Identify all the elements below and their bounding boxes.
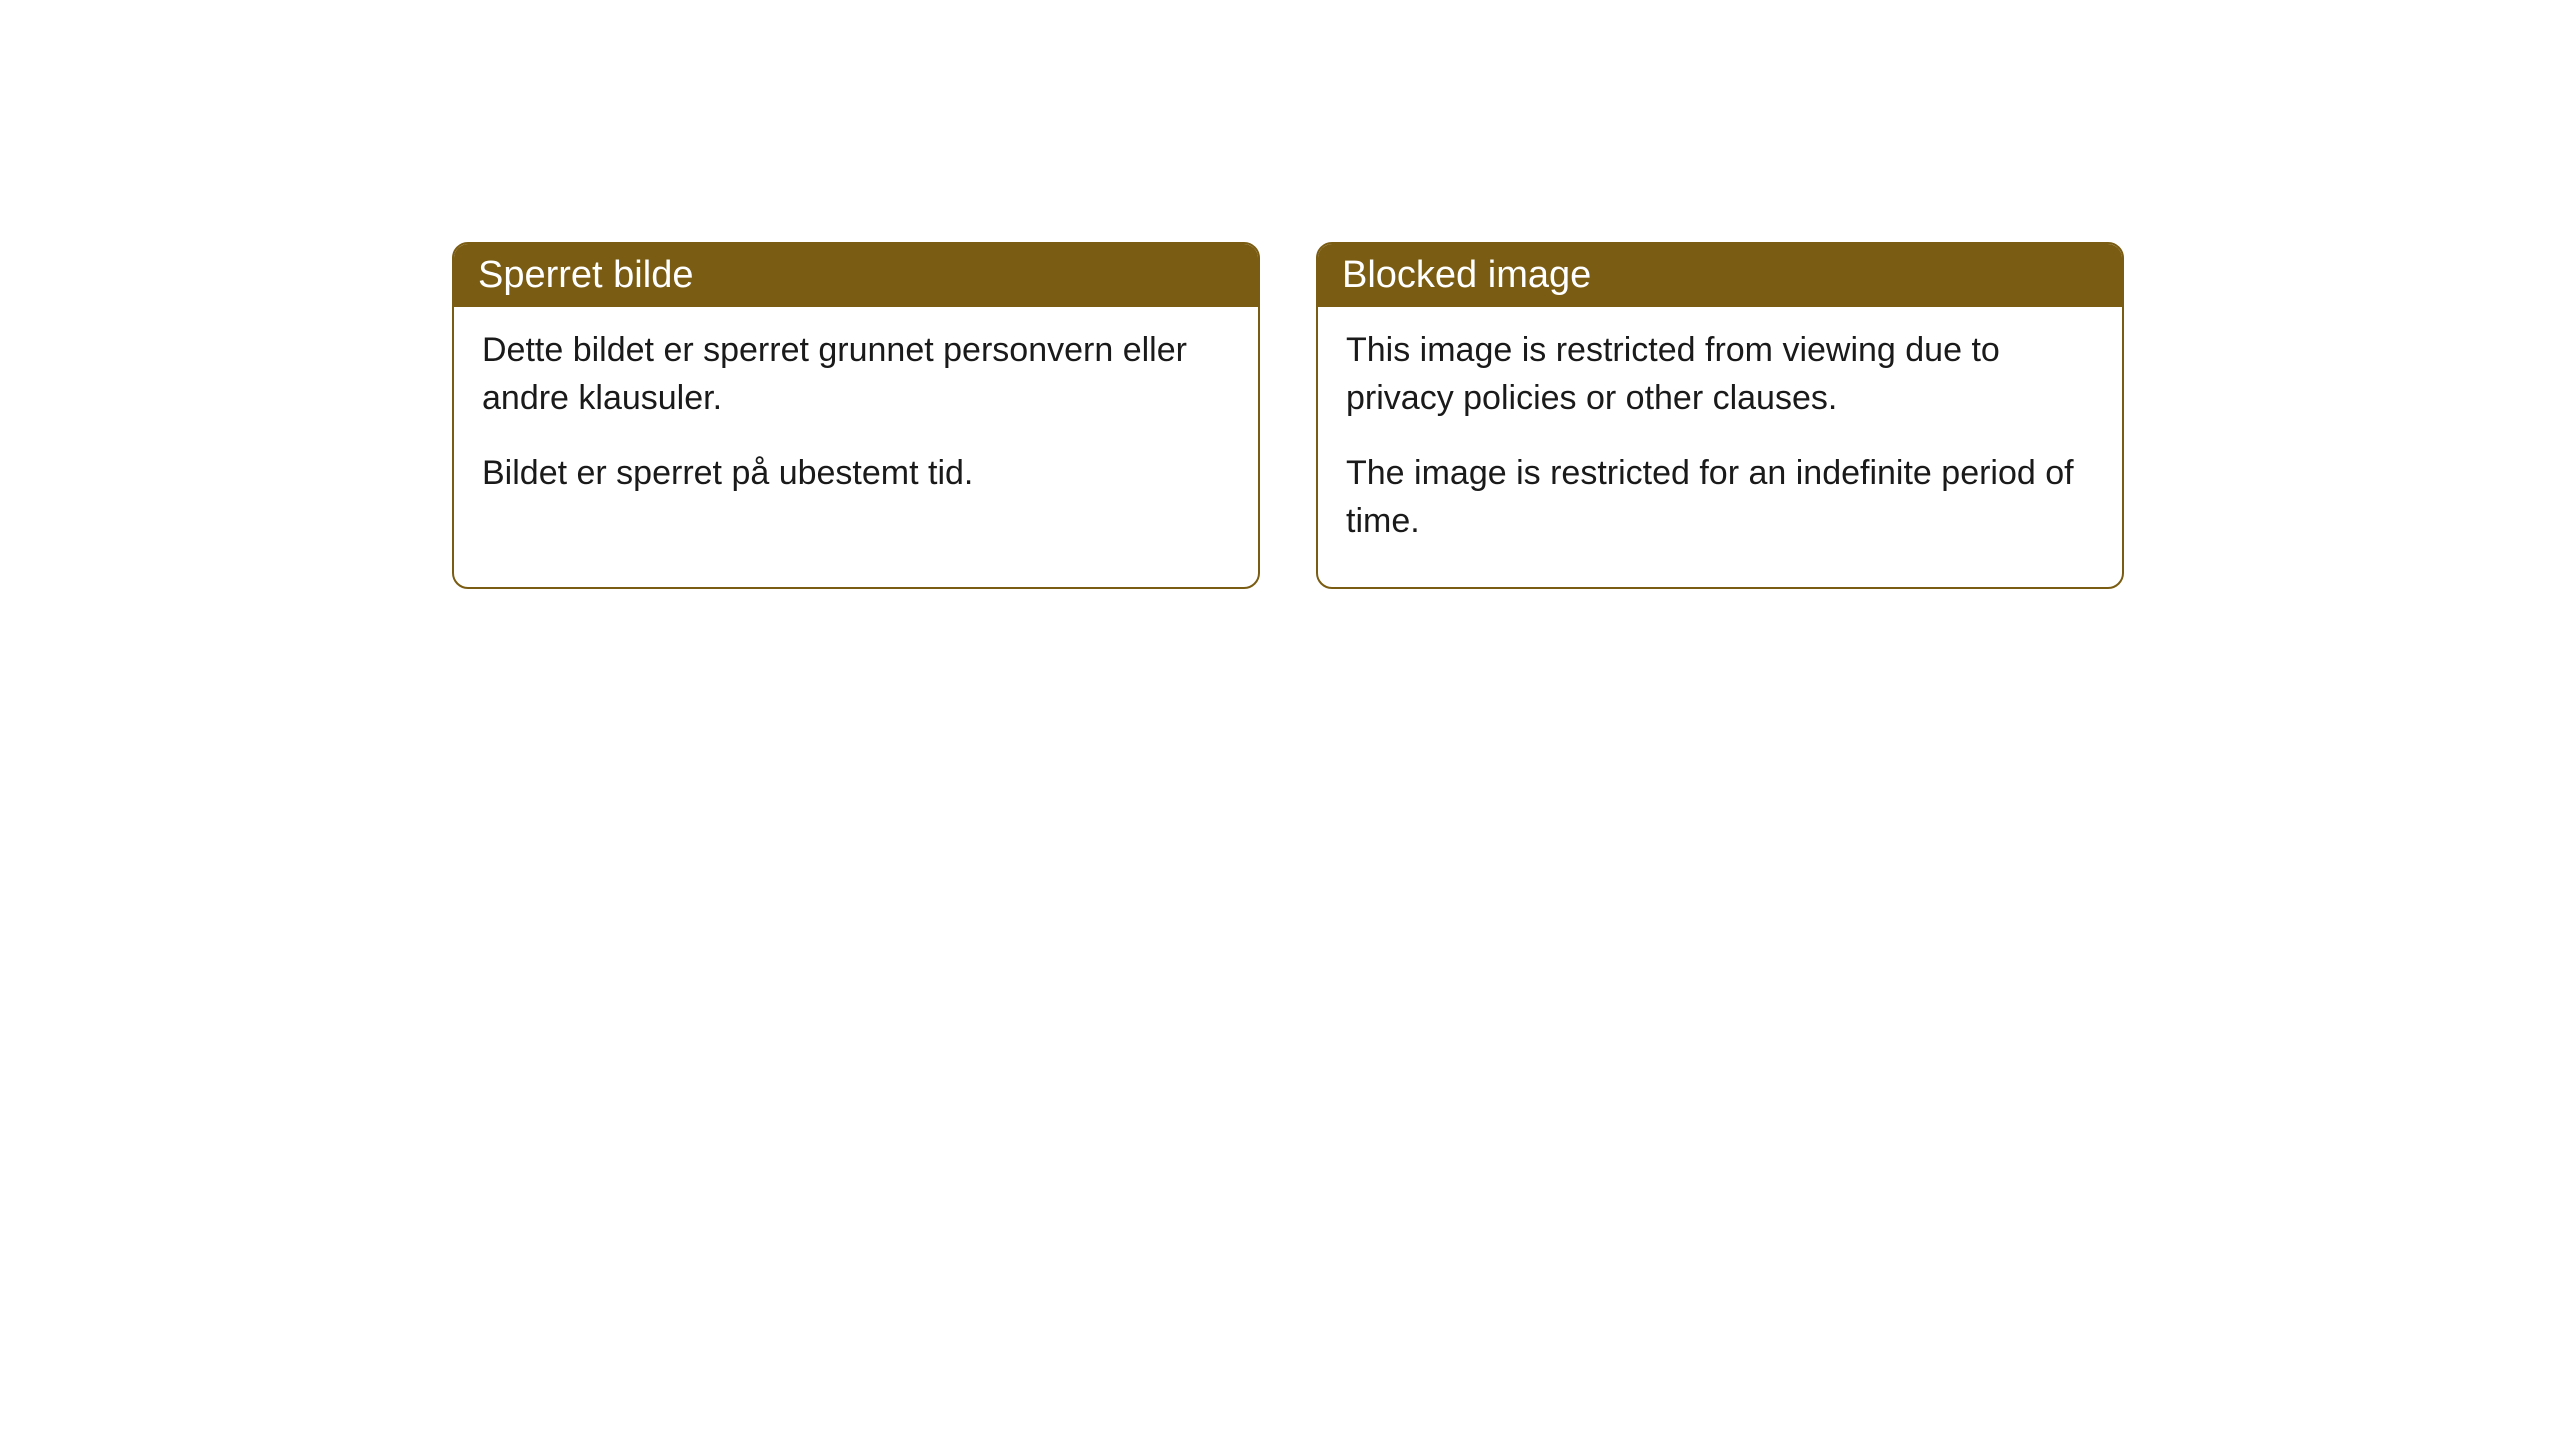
notice-text: Bildet er sperret på ubestemt tid.	[482, 450, 1230, 498]
card-body-norwegian: Dette bildet er sperret grunnet personve…	[454, 307, 1258, 540]
card-header-norwegian: Sperret bilde	[454, 244, 1258, 307]
notice-text: This image is restricted from viewing du…	[1346, 327, 2094, 422]
notice-text: Dette bildet er sperret grunnet personve…	[482, 327, 1230, 422]
notice-cards-container: Sperret bilde Dette bildet er sperret gr…	[452, 242, 2124, 589]
card-body-english: This image is restricted from viewing du…	[1318, 307, 2122, 587]
card-header-english: Blocked image	[1318, 244, 2122, 307]
card-title: Blocked image	[1342, 254, 1591, 296]
notice-text: The image is restricted for an indefinit…	[1346, 450, 2094, 545]
notice-card-norwegian: Sperret bilde Dette bildet er sperret gr…	[452, 242, 1260, 589]
notice-card-english: Blocked image This image is restricted f…	[1316, 242, 2124, 589]
card-title: Sperret bilde	[478, 254, 693, 296]
